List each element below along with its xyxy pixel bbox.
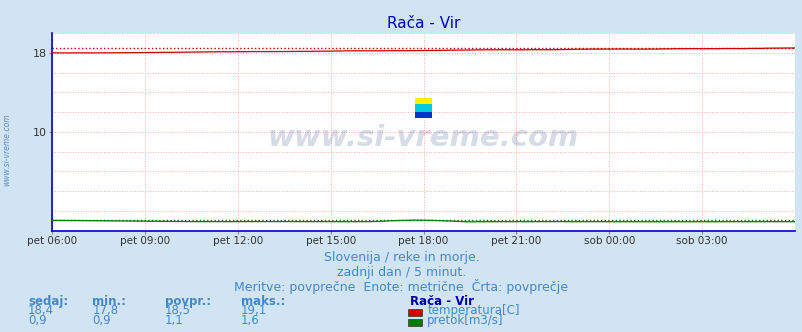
- Text: Slovenija / reke in morje.: Slovenija / reke in morje.: [323, 251, 479, 264]
- Text: 17,8: 17,8: [92, 304, 119, 317]
- Bar: [415, 98, 431, 108]
- Text: www.si-vreme.com: www.si-vreme.com: [2, 113, 11, 186]
- Text: sedaj:: sedaj:: [28, 295, 68, 308]
- Text: 18,4: 18,4: [28, 304, 55, 317]
- Text: Rača - Vir: Rača - Vir: [409, 295, 473, 308]
- Text: www.si-vreme.com: www.si-vreme.com: [268, 124, 578, 152]
- Text: temperatura[C]: temperatura[C]: [427, 304, 519, 317]
- Text: maks.:: maks.:: [241, 295, 285, 308]
- Text: povpr.:: povpr.:: [164, 295, 210, 308]
- Text: 0,9: 0,9: [28, 314, 47, 327]
- Bar: [415, 104, 431, 112]
- Title: Rača - Vir: Rača - Vir: [387, 16, 460, 31]
- Text: Meritve: povprečne  Enote: metrične  Črta: povprečje: Meritve: povprečne Enote: metrične Črta:…: [234, 279, 568, 293]
- Text: pretok[m3/s]: pretok[m3/s]: [427, 314, 503, 327]
- Text: 18,5: 18,5: [164, 304, 190, 317]
- Bar: [415, 108, 431, 118]
- Text: zadnji dan / 5 minut.: zadnji dan / 5 minut.: [337, 266, 465, 279]
- Text: 1,1: 1,1: [164, 314, 183, 327]
- Text: min.:: min.:: [92, 295, 126, 308]
- Text: 19,1: 19,1: [241, 304, 267, 317]
- Text: 1,6: 1,6: [241, 314, 259, 327]
- Text: 0,9: 0,9: [92, 314, 111, 327]
